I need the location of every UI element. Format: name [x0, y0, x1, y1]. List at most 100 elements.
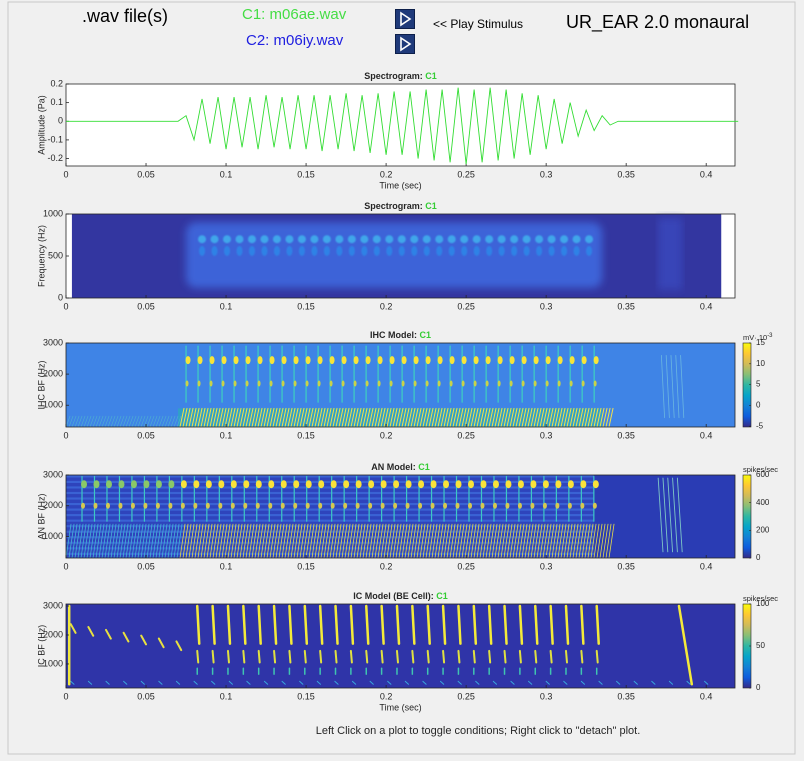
heatmap-stroke — [131, 415, 137, 428]
heatmap-spot — [386, 245, 393, 256]
heatmap-stroke — [179, 407, 185, 428]
heatmap-spot — [425, 380, 429, 387]
heatmap-stroke — [71, 523, 78, 559]
heatmap-stroke — [233, 523, 240, 559]
heatmap-spot — [257, 380, 261, 387]
heatmap-cell — [66, 552, 611, 555]
x-tick-label: 0.05 — [137, 169, 155, 179]
heatmap-spot — [336, 245, 343, 256]
heatmap-spot — [281, 356, 287, 365]
heatmap-spot — [393, 502, 398, 509]
heatmap-stroke — [431, 523, 438, 559]
heatmap-stroke — [311, 523, 318, 559]
y-axis-label: IHC BF (Hz) — [36, 361, 46, 410]
heatmap-stroke — [70, 680, 75, 685]
heatmap-stroke — [500, 523, 507, 559]
heatmap-spot — [180, 502, 185, 509]
heatmap-stroke — [161, 523, 168, 559]
heatmap-stroke — [176, 415, 182, 428]
heatmap-stroke — [341, 523, 348, 559]
heatmap-spot — [318, 502, 323, 509]
x-tick-label: 0.1 — [220, 561, 233, 571]
heatmap-stroke — [383, 523, 390, 559]
heatmap-stroke — [230, 407, 236, 428]
heatmap-stroke — [143, 523, 150, 559]
heatmap-stroke — [349, 604, 355, 645]
heatmap-image — [71, 214, 722, 298]
colorbar — [742, 342, 752, 428]
heatmap-spot — [398, 245, 405, 256]
heatmap-stroke — [482, 523, 489, 559]
heatmap-stroke — [539, 523, 546, 559]
heatmap-spot — [593, 356, 599, 365]
heatmap-stroke — [122, 523, 129, 559]
x-tick-label: 0.35 — [617, 430, 635, 440]
heatmap-spot — [218, 502, 223, 509]
heatmap-stroke — [107, 415, 113, 428]
heatmap-stroke — [472, 649, 476, 664]
heatmap-spot — [523, 245, 530, 256]
heatmap-stroke — [275, 407, 281, 428]
heatmap-stroke — [74, 523, 81, 559]
heatmap-stroke — [101, 523, 108, 559]
heatmap-spot — [385, 235, 394, 244]
x-tick-label: 0.4 — [700, 301, 713, 311]
heatmap-stroke — [580, 604, 585, 645]
heatmap-spot — [130, 480, 137, 489]
heatmap-spot — [510, 235, 519, 244]
heatmap-stroke — [374, 523, 381, 559]
heatmap-stroke — [332, 407, 338, 428]
play-button-c1[interactable] — [395, 9, 415, 29]
heatmap-stroke — [437, 523, 444, 559]
heatmap-spot — [393, 480, 400, 489]
heatmap-spot — [460, 235, 469, 244]
heatmap-stroke — [410, 407, 416, 428]
play-button-c2[interactable] — [395, 34, 415, 54]
heatmap-spot — [280, 502, 285, 509]
heatmap-spot — [360, 235, 369, 244]
heatmap-stroke — [215, 523, 222, 559]
heatmap-stroke — [182, 407, 188, 428]
heatmap-spot — [269, 380, 273, 387]
heatmap-stroke — [672, 477, 678, 553]
heatmap-spot — [205, 502, 210, 509]
heatmap-stroke — [119, 415, 125, 428]
heatmap-spot — [517, 480, 524, 489]
heatmap-stroke — [311, 407, 317, 428]
heatmap-stroke — [164, 523, 171, 559]
heatmap-stroke — [317, 523, 324, 559]
heatmap-stroke — [389, 523, 396, 559]
heatmap-stroke — [281, 523, 288, 559]
heatmap-spot — [372, 235, 381, 244]
heatmap-spot — [305, 380, 309, 387]
heatmap-stroke — [272, 407, 278, 428]
heatmap-stroke — [226, 649, 230, 664]
heatmap-stroke — [305, 523, 312, 559]
heatmap-stroke — [303, 604, 309, 645]
heatmap-spot — [497, 356, 503, 365]
heatmap-spot — [318, 480, 325, 489]
heatmap-spot — [293, 480, 300, 489]
plot-condition: C1 — [418, 462, 430, 472]
heatmap-spot — [533, 356, 539, 365]
heatmap-stroke — [242, 604, 247, 645]
heatmap-stroke — [296, 523, 303, 559]
heatmap-spot — [580, 502, 585, 509]
heatmap-stroke — [449, 523, 456, 559]
heatmap-spot — [413, 356, 419, 365]
heatmap-spot — [472, 235, 481, 244]
heatmap-stroke — [347, 407, 353, 428]
heatmap-stroke — [549, 604, 554, 645]
heatmap-stroke — [167, 415, 173, 428]
heatmap-stroke — [380, 604, 385, 645]
colorbar-tick-label: 50 — [756, 641, 765, 650]
heatmap-spot — [411, 245, 418, 256]
heatmap-spot — [347, 235, 356, 244]
axes-box — [65, 342, 736, 428]
heatmap-stroke — [119, 523, 126, 559]
heatmap-stroke — [371, 523, 378, 559]
heatmap-spot — [422, 235, 431, 244]
heatmap-stroke — [80, 523, 87, 559]
heatmap-stroke — [89, 415, 95, 428]
heatmap-spot — [236, 245, 243, 256]
